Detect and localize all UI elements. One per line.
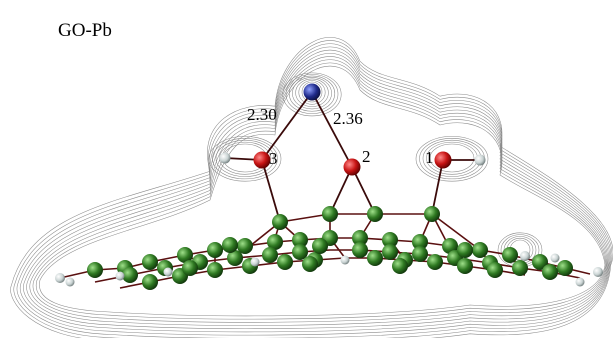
carbon-atom xyxy=(392,258,408,274)
hydrogen-atom xyxy=(219,152,231,164)
carbon-atom xyxy=(367,250,383,266)
carbon-atom xyxy=(382,232,398,248)
hydrogen-atom xyxy=(65,277,75,287)
carbon-atom xyxy=(442,238,458,254)
hydrogen-atom xyxy=(474,154,486,166)
carbon-atom xyxy=(472,242,488,258)
contour-line xyxy=(215,139,275,177)
contour-line xyxy=(288,75,336,112)
carbon-atom xyxy=(207,262,223,278)
functional-bonds xyxy=(224,91,480,223)
oxygen-atom-3 xyxy=(253,151,271,169)
carbon-atom xyxy=(457,258,473,274)
contour-line xyxy=(285,74,339,114)
carbon-atom xyxy=(177,247,193,263)
carbon-atom xyxy=(502,247,518,263)
contour-line xyxy=(298,80,326,105)
hydrogen-atom xyxy=(250,257,260,267)
lead-atom xyxy=(303,83,321,101)
oxygen-atom-2 xyxy=(343,158,361,176)
figure-title: GO-Pb xyxy=(58,20,112,41)
contour-line xyxy=(301,81,323,103)
oxygen-label-1: 1 xyxy=(425,148,434,167)
carbon-atom xyxy=(222,237,238,253)
oxygen-atoms xyxy=(253,151,452,176)
density-contours xyxy=(10,37,613,338)
oxygen-label-3: 3 xyxy=(269,149,278,168)
contour-line xyxy=(282,72,342,117)
carbon-atom xyxy=(182,260,198,276)
carbon-atom xyxy=(277,254,293,270)
carbon-atom xyxy=(302,256,318,272)
bond-length-label-right: 2.36 xyxy=(333,109,363,128)
hydrogen-atom xyxy=(163,267,173,277)
hydrogen-atom xyxy=(520,251,530,261)
oxygen-atom-1 xyxy=(434,151,452,169)
carbon-atom xyxy=(87,262,103,278)
hydrogen-atom xyxy=(340,255,350,265)
carbon-atom xyxy=(352,230,368,246)
carbon-atom xyxy=(142,254,158,270)
carbon-atom xyxy=(292,232,308,248)
carbon-atom xyxy=(427,254,443,270)
contour-line xyxy=(429,143,475,173)
contour-line xyxy=(208,136,282,182)
carbon-atom xyxy=(352,242,368,258)
contour-line xyxy=(219,141,271,175)
hydrogen-atom xyxy=(575,277,585,287)
carbon-atom xyxy=(542,264,558,280)
carbon-atom xyxy=(424,206,440,222)
oxygen-label-2: 2 xyxy=(362,147,371,166)
bond-length-label-left: 2.30 xyxy=(247,105,277,124)
carbon-atom xyxy=(142,274,158,290)
carbon-atoms xyxy=(87,206,573,290)
carbon-atom xyxy=(267,234,283,250)
carbon-atom xyxy=(262,247,278,263)
contour-line xyxy=(212,138,278,180)
carbon-atom xyxy=(382,244,398,260)
hydrogen-atoms xyxy=(55,152,603,287)
carbon-atom xyxy=(557,260,573,276)
carbon-atom xyxy=(292,244,308,260)
hydrogen-atom xyxy=(593,267,603,277)
carbon-atom xyxy=(367,206,383,222)
carbon-atom xyxy=(227,250,243,266)
carbon-atom xyxy=(207,242,223,258)
carbon-atom xyxy=(532,254,548,270)
carbon-atom xyxy=(237,238,253,254)
hydrogen-atom xyxy=(55,273,65,283)
contour-line xyxy=(426,141,478,175)
contour-line xyxy=(32,59,607,323)
hydrogen-atom xyxy=(115,271,125,281)
contour-line xyxy=(295,78,329,107)
contour-line xyxy=(10,37,613,338)
carbon-atom xyxy=(457,242,473,258)
carbon-atom xyxy=(312,238,328,254)
hydrogen-atom xyxy=(550,253,560,263)
carbon-atom xyxy=(412,234,428,250)
carbon-atom xyxy=(512,260,528,276)
carbon-atom xyxy=(272,214,288,230)
carbon-atom xyxy=(412,246,428,262)
carbon-atom xyxy=(122,267,138,283)
contour-line xyxy=(292,77,332,110)
carbon-atom xyxy=(322,206,338,222)
contour-line xyxy=(415,136,489,182)
carbon-atom xyxy=(487,262,503,278)
